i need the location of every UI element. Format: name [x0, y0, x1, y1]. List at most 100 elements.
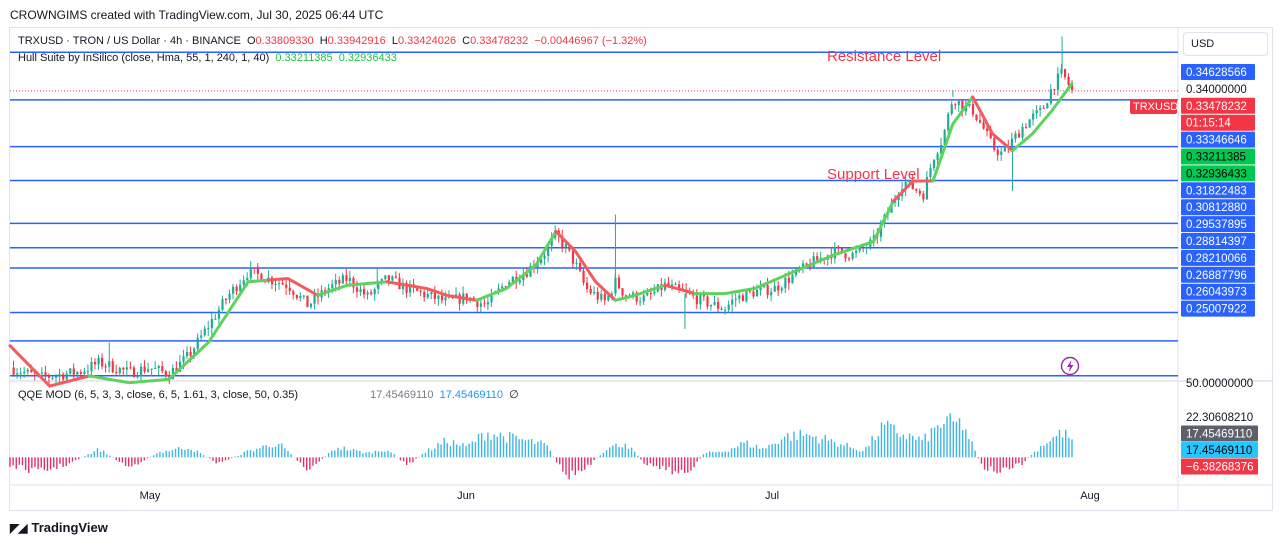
candle	[1014, 130, 1017, 143]
candle-body	[409, 284, 412, 293]
candle	[731, 292, 734, 312]
tradingview-logo[interactable]: ◤◢ TradingView	[10, 520, 108, 535]
candle-body	[646, 292, 649, 296]
candle	[717, 297, 720, 312]
candle-body	[745, 290, 748, 302]
candle	[766, 277, 769, 299]
candle	[975, 114, 978, 122]
candle	[405, 280, 408, 298]
price-label-7-text: 0.32936433	[1186, 168, 1247, 180]
candle-body	[777, 285, 780, 291]
candle	[58, 368, 61, 383]
price-label-10: 0.29537895	[1181, 216, 1255, 233]
candle-body	[115, 372, 118, 374]
candle	[207, 320, 210, 337]
hull-title: Hull Suite by InSilico (close, Hma, 55, …	[18, 52, 270, 64]
price-label-1: 0.34000000	[1186, 84, 1247, 96]
candle-body	[971, 104, 975, 115]
candle	[971, 101, 975, 117]
price-label-14-text: 0.26043973	[1186, 287, 1247, 299]
candle-body	[603, 293, 606, 301]
price-label-3: 0.33478232	[1181, 97, 1255, 114]
candle-body	[571, 250, 575, 264]
candle	[674, 282, 677, 286]
price-label-4: 01:15:14	[1181, 114, 1255, 131]
candle-body	[58, 374, 61, 377]
candle-body	[1049, 89, 1052, 104]
candle	[16, 367, 19, 379]
candle-body	[458, 294, 461, 304]
candle-body	[182, 356, 185, 362]
candle-body	[667, 282, 670, 287]
candle-body	[281, 283, 284, 285]
candle-body	[720, 308, 723, 310]
candle	[593, 286, 596, 296]
candle-body	[610, 293, 613, 296]
candle-body	[1067, 76, 1070, 85]
candle	[706, 294, 709, 310]
candle	[217, 305, 221, 325]
candle-body	[23, 371, 26, 374]
candle	[961, 100, 964, 117]
candle-body	[132, 367, 136, 378]
candle-body	[734, 298, 737, 300]
candle	[306, 295, 309, 308]
price-label-10-bg	[1181, 216, 1255, 233]
candle	[932, 159, 936, 171]
currency-selector[interactable]: USD	[1183, 32, 1268, 56]
price-label-8: 0.31822483	[1181, 182, 1255, 199]
qqe-legend[interactable]: QQE MOD (6, 5, 3, 3, close, 6, 5, 1.61, …	[18, 388, 522, 401]
candle-body	[908, 180, 911, 182]
candle	[1039, 104, 1042, 117]
candle	[936, 151, 939, 165]
chart-frame	[9, 27, 1273, 511]
candle-body	[1060, 69, 1063, 74]
candle-body	[147, 369, 150, 372]
candle-body	[543, 255, 546, 259]
price-label-4-bg	[1181, 114, 1255, 131]
candle-body	[136, 376, 139, 378]
candle-body	[139, 366, 143, 377]
price-label-13: 0.26887796	[1181, 266, 1255, 283]
candle	[1060, 63, 1063, 78]
candle-body	[341, 275, 344, 284]
candle-body	[217, 309, 221, 319]
candle	[713, 295, 716, 306]
candle-body	[44, 372, 47, 376]
price-label-8-bg	[1181, 182, 1255, 199]
symbol-legend[interactable]: TRXUSD · TRON / US Dollar · 4h · BINANCE…	[18, 35, 650, 47]
candle	[925, 170, 929, 200]
candle	[702, 290, 706, 302]
hull-legend[interactable]: Hull Suite by InSilico (close, Hma, 55, …	[18, 52, 400, 64]
candle-body	[717, 301, 720, 309]
candle-body	[260, 273, 263, 282]
candle-body	[111, 361, 114, 373]
price-label-15-bg	[1181, 300, 1255, 317]
candle-body	[359, 288, 362, 292]
candle-body	[1024, 126, 1028, 128]
qqe-value-2: 17.45469110	[439, 389, 503, 401]
candle-body	[235, 286, 238, 292]
candle	[157, 364, 160, 376]
price-label-10-text: 0.29537895	[1186, 219, 1247, 231]
candle-body	[518, 280, 521, 283]
candle-body	[47, 375, 51, 378]
candle	[249, 260, 252, 283]
ohlc-close-label: C	[462, 35, 471, 47]
candle	[437, 294, 440, 306]
candle	[309, 303, 313, 309]
price-axis: 0.34628566 0.34000000 TRXUSD 0.33478232 01:1…	[1060, 64, 1258, 475]
candle-body	[731, 299, 734, 305]
candle	[419, 289, 422, 297]
candle	[79, 369, 82, 377]
hull-value-1: 0.33211385	[275, 52, 333, 64]
candle	[235, 284, 238, 296]
candle	[86, 364, 90, 375]
candle-body	[1028, 119, 1031, 128]
price-label-9-text: 0.30812880	[1186, 202, 1247, 214]
hull-segment-3	[266, 276, 320, 297]
candle	[186, 346, 189, 360]
candle-body	[274, 284, 277, 286]
candle	[90, 357, 93, 376]
